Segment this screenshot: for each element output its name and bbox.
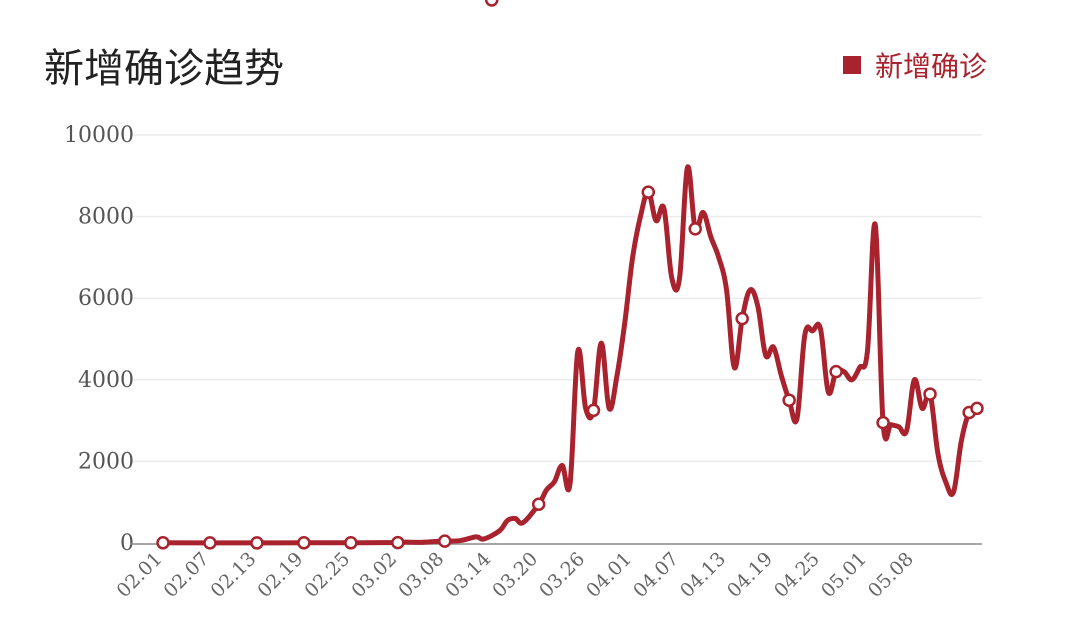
x-tick-label: 04.13 <box>676 548 730 602</box>
x-tick-label: 04.25 <box>770 548 824 602</box>
y-tick-label: 10000 <box>64 123 134 148</box>
x-tick-label: 03.20 <box>488 548 542 602</box>
x-tick-label: 03.26 <box>535 548 589 602</box>
legend[interactable]: 新增确诊 <box>843 45 987 85</box>
legend-label: 新增确诊 <box>875 50 988 83</box>
x-tick-label: 02.25 <box>300 548 354 602</box>
x-tick-label: 03.08 <box>394 548 448 602</box>
data-point-marker <box>735 311 749 326</box>
x-tick-label: 04.07 <box>629 548 683 602</box>
y-tick-label: 4000 <box>78 368 134 393</box>
x-axis-ticks: 02.0102.0702.1302.1902.2503.0203.0803.14… <box>113 548 918 602</box>
data-point-marker <box>203 536 217 550</box>
data-point-marker <box>531 497 546 511</box>
series-line <box>160 164 980 546</box>
data-point-marker <box>923 387 937 401</box>
x-tick-label: 02.07 <box>159 548 213 602</box>
data-point-marker <box>876 415 890 430</box>
x-tick-label: 02.01 <box>113 548 167 602</box>
data-point-marker <box>970 401 984 416</box>
legend-swatch <box>843 56 861 74</box>
x-tick-label: 05.08 <box>864 548 918 602</box>
data-point-marker <box>391 535 405 550</box>
data-point-marker <box>297 536 311 550</box>
data-point-marker <box>641 185 656 199</box>
data-point-marker <box>156 536 170 550</box>
data-point-marker <box>688 222 702 236</box>
data-point-marker <box>250 536 264 550</box>
x-tick-label: 03.14 <box>441 548 495 602</box>
y-axis-ticks: 0 2000 4000 6000 8000 10000 <box>64 123 134 556</box>
series-markers <box>156 0 984 550</box>
y-tick-label: 0 <box>120 531 134 556</box>
x-tick-label: 04.01 <box>582 548 636 602</box>
x-tick-label: 03.02 <box>347 548 401 602</box>
gridlines <box>130 134 982 463</box>
data-point-marker <box>344 536 358 550</box>
x-tick-label: 02.13 <box>206 548 260 602</box>
data-point-marker <box>829 364 843 379</box>
data-point-marker <box>586 403 601 418</box>
data-point-marker <box>484 0 499 7</box>
x-tick-label: 05.01 <box>817 548 871 602</box>
data-point-marker <box>782 393 796 407</box>
y-tick-label: 6000 <box>78 286 134 311</box>
x-tick-label: 04.19 <box>723 548 777 602</box>
data-point-marker <box>438 534 452 548</box>
y-tick-label: 2000 <box>78 449 134 474</box>
x-tick-label: 02.19 <box>253 548 307 602</box>
y-tick-label: 8000 <box>78 205 134 230</box>
chart-title: 新增确诊趋势 <box>44 46 284 92</box>
